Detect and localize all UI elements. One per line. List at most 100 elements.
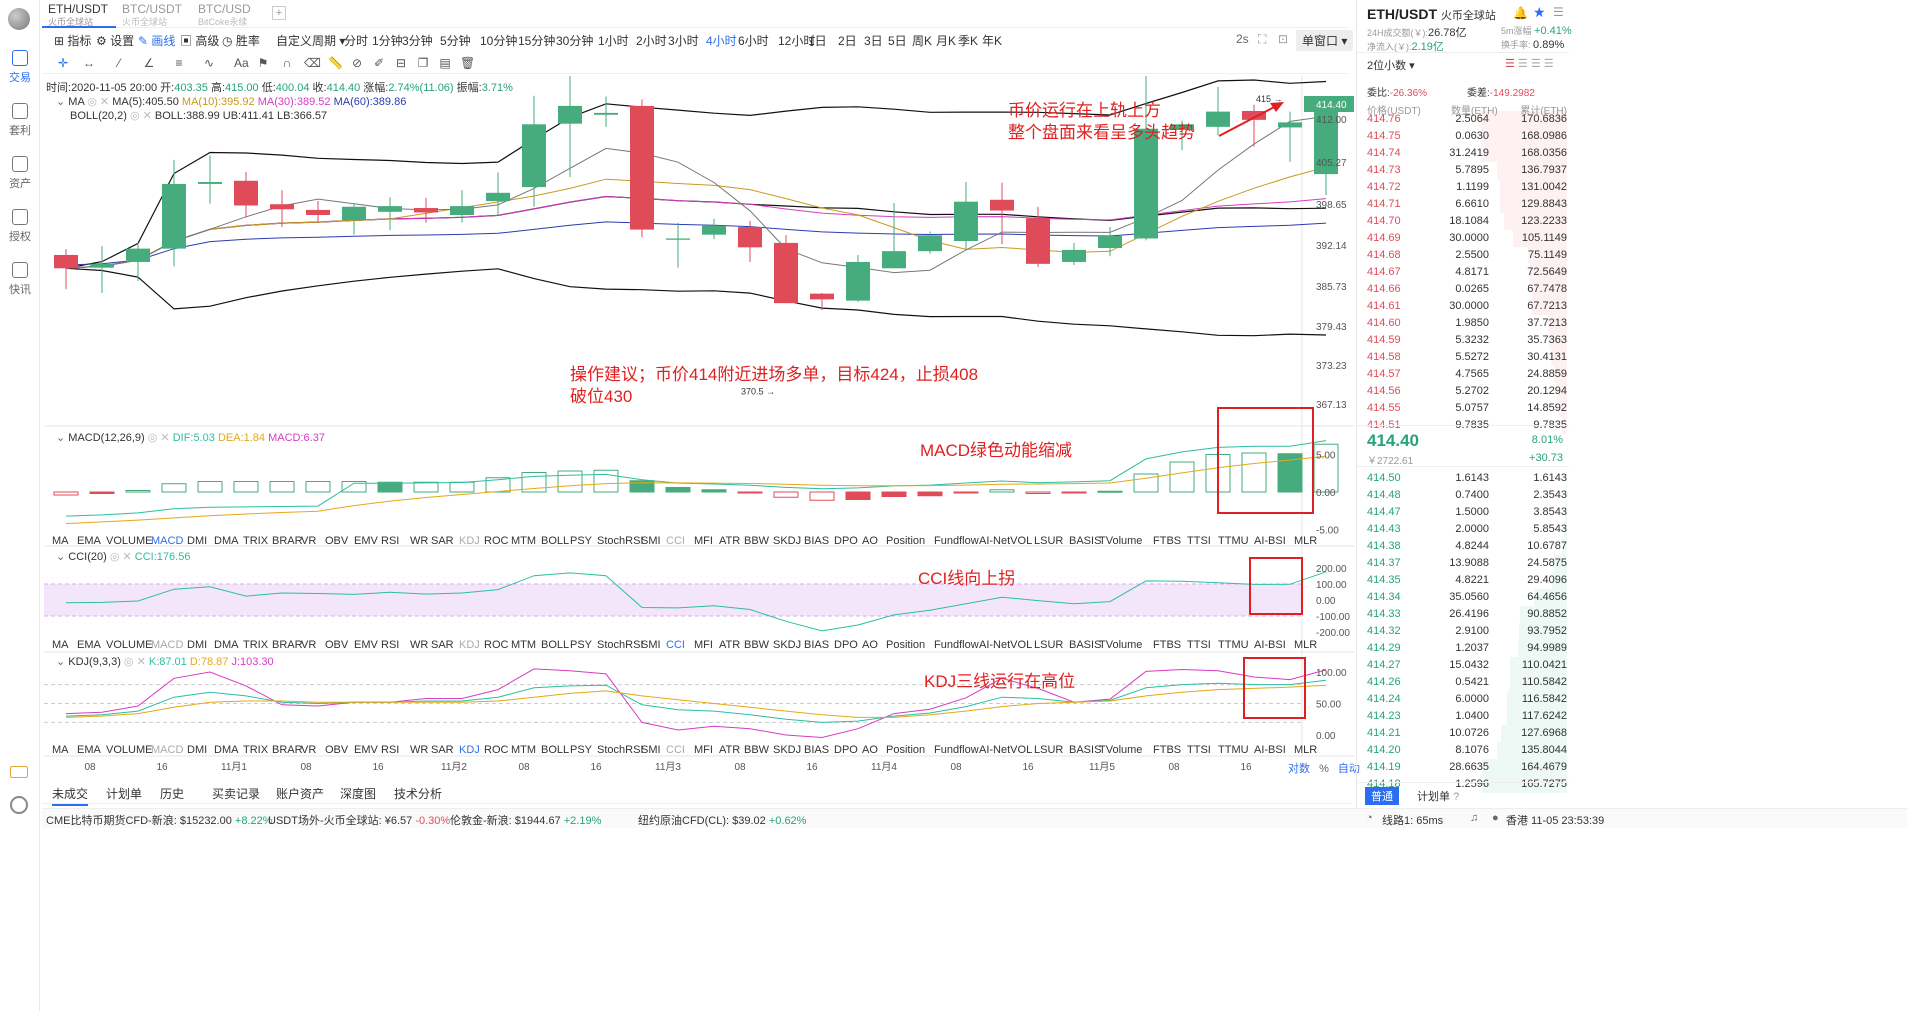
indicator-tab-ttsi[interactable]: TTSI [1187, 744, 1211, 756]
bid-row[interactable]: 414.34 35.0560 64.4656 [1367, 589, 1567, 606]
indicator-tab-roc[interactable]: ROC [484, 744, 509, 756]
indicator-tab-ai-bsi[interactable]: AI-BSI [1254, 639, 1286, 651]
tab-history[interactable]: 历史 [160, 787, 185, 801]
indicator-tab-position[interactable]: Position [886, 535, 926, 547]
indicator-tab-kdj[interactable]: KDJ [459, 639, 480, 651]
indicator-tab-ma[interactable]: MA [52, 639, 69, 651]
indicator-tab-smi[interactable]: SMI [641, 744, 661, 756]
indicator-tab-basis[interactable]: BASIS [1069, 535, 1102, 547]
indicator-tab-stochrsi[interactable]: StochRSI [597, 639, 644, 651]
indicator-tab-skdj[interactable]: SKDJ [773, 744, 802, 756]
period-14[interactable]: 2日 [838, 34, 857, 48]
ask-row[interactable]: 414.67 4.8171 72.5649 [1367, 264, 1567, 281]
win-rate-button[interactable]: ◷ 胜率 [222, 34, 260, 48]
indicator-tab-emv[interactable]: EMV [354, 744, 378, 756]
indicator-tab-bias[interactable]: BIAS [804, 744, 830, 756]
period-19[interactable]: 季K [958, 34, 979, 48]
tab-depth-chart[interactable]: 深度图 [340, 787, 377, 801]
indicator-tab-ao[interactable]: AO [862, 744, 878, 756]
indicator-button[interactable]: ⊞ 指标 [54, 34, 92, 48]
period-9[interactable]: 3小时 [668, 34, 699, 48]
bid-row[interactable]: 414.21 10.0726 127.6968 [1367, 725, 1567, 742]
indicator-tab-roc[interactable]: ROC [484, 535, 509, 547]
indicator-tab-fundflow[interactable]: Fundflow [934, 744, 979, 756]
indicator-tab-ema[interactable]: EMA [77, 639, 101, 651]
indicator-tab-tvolume[interactable]: TVolume [1099, 639, 1143, 651]
indicator-tab-mtm[interactable]: MTM [511, 744, 537, 756]
tab-btc-usd[interactable]: BTC/USD BitCoke永续 [198, 3, 251, 29]
tab-plan-order[interactable]: 计划单 ? [1417, 791, 1460, 803]
kdj-legend[interactable]: ⌄ KDJ(9,3,3) ◎ ✕ K:87.01 D:78.87 J:103.3… [56, 656, 274, 668]
indicator-tab-ma[interactable]: MA [52, 535, 69, 547]
indicator-tab-macd[interactable]: MACD [151, 535, 184, 547]
tab-eth-usdt[interactable]: ETH/USDT 火币全球站 [48, 3, 108, 29]
indicator-tab-ai-netvol[interactable]: AI-NetVOL [979, 639, 1033, 651]
parallel-lines-icon[interactable]: ≡ [175, 56, 183, 70]
ask-row[interactable]: 414.57 4.7565 24.8859 [1367, 366, 1567, 383]
ask-row[interactable]: 414.71 6.6610 129.8843 [1367, 196, 1567, 213]
trend-line-icon[interactable]: ⁄ [117, 56, 120, 70]
indicator-tab-brar[interactable]: BRAR [272, 639, 303, 651]
indicator-tab-trix[interactable]: TRIX [243, 744, 269, 756]
magnet-icon[interactable]: ∩ [282, 56, 292, 70]
indicator-tab-trix[interactable]: TRIX [243, 535, 269, 547]
period-8[interactable]: 2小时 [636, 34, 667, 48]
period-1[interactable]: 1分钟 [372, 34, 403, 48]
indicator-tab-ttmu[interactable]: TTMU [1218, 639, 1249, 651]
indicator-tab-ema[interactable]: EMA [77, 744, 101, 756]
sidebar-item-arbitrage[interactable]: 套利 [0, 103, 40, 138]
indicator-tab-cci[interactable]: CCI [666, 535, 685, 547]
ask-row[interactable]: 414.61 30.0000 67.7213 [1367, 298, 1567, 315]
indicator-tab-bias[interactable]: BIAS [804, 535, 830, 547]
indicator-tab-bbw[interactable]: BBW [744, 744, 770, 756]
bid-row[interactable]: 414.32 2.9100 93.7952 [1367, 623, 1567, 640]
indicator-tab-stochrsi[interactable]: StochRSI [597, 744, 644, 756]
indicator-tab-mfi[interactable]: MFI [694, 639, 713, 651]
indicator-tab-ttsi[interactable]: TTSI [1187, 535, 1211, 547]
period-3[interactable]: 5分钟 [440, 34, 471, 48]
indicator-tab-rsi[interactable]: RSI [381, 744, 400, 756]
indicator-tab-bbw[interactable]: BBW [744, 639, 770, 651]
indicator-tab-tvolume[interactable]: TVolume [1099, 535, 1143, 547]
bell-icon[interactable]: 🔔 [1513, 6, 1528, 20]
indicator-tab-lsur[interactable]: LSUR [1034, 744, 1064, 756]
ruler-icon[interactable]: 📏 [328, 56, 343, 70]
bid-row[interactable]: 414.29 1.2037 94.9989 [1367, 640, 1567, 657]
wave-icon[interactable]: ∿ [203, 56, 215, 70]
ask-row[interactable]: 414.72 1.1199 131.0042 [1367, 179, 1567, 196]
refresh-interval[interactable]: 2s [1236, 32, 1249, 46]
bid-row[interactable]: 414.43 2.0000 5.8543 [1367, 521, 1567, 538]
cci-legend[interactable]: ⌄ CCI(20) ◎ ✕ CCI:176.56 [56, 551, 191, 563]
indicator-tab-psy[interactable]: PSY [570, 535, 593, 547]
bid-row[interactable]: 414.27 15.0432 110.0421 [1367, 657, 1567, 674]
indicator-tab-obv[interactable]: OBV [325, 744, 349, 756]
ask-row[interactable]: 414.56 5.2702 20.1294 [1367, 383, 1567, 400]
ask-row[interactable]: 414.74 31.2419 168.0356 [1367, 145, 1567, 162]
period-10[interactable]: 4小时 [706, 34, 737, 48]
indicator-tab-kdj[interactable]: KDJ [459, 744, 480, 756]
bid-row[interactable]: 414.50 1.6143 1.6143 [1367, 470, 1567, 487]
lock-icon[interactable]: ⊘ [351, 56, 363, 70]
indicator-tab-dmi[interactable]: DMI [187, 535, 208, 547]
indicator-tab-dma[interactable]: DMA [214, 744, 239, 756]
eraser-icon[interactable]: ⌫ [304, 56, 321, 70]
tab-tech-analysis[interactable]: 技术分析 [394, 787, 443, 801]
ask-row[interactable]: 414.60 1.9850 37.7213 [1367, 315, 1567, 332]
indicator-tab-sar[interactable]: SAR [431, 744, 454, 756]
indicator-tab-smi[interactable]: SMI [641, 535, 661, 547]
period-7[interactable]: 1小时 [598, 34, 629, 48]
indicator-tab-ema[interactable]: EMA [77, 535, 101, 547]
indicator-tab-emv[interactable]: EMV [354, 639, 378, 651]
sound-icon[interactable]: ♫ [1470, 812, 1479, 824]
tab-normal-order[interactable]: 普通 [1365, 787, 1399, 805]
ticker-gold[interactable]: 伦敦金-新浪: $1944.67 +2.19% [450, 815, 602, 827]
indicator-tab-boll[interactable]: BOLL [541, 639, 570, 651]
template-icon[interactable]: ▤ [439, 56, 451, 70]
indicator-tab-boll[interactable]: BOLL [541, 535, 570, 547]
period-4[interactable]: 10分钟 [480, 34, 518, 48]
indicator-tab-ttsi[interactable]: TTSI [1187, 639, 1211, 651]
indicator-tab-mtm[interactable]: MTM [511, 639, 537, 651]
indicator-tab-smi[interactable]: SMI [641, 639, 661, 651]
period-18[interactable]: 月K [936, 34, 957, 48]
indicator-tab-atr[interactable]: ATR [719, 535, 741, 547]
